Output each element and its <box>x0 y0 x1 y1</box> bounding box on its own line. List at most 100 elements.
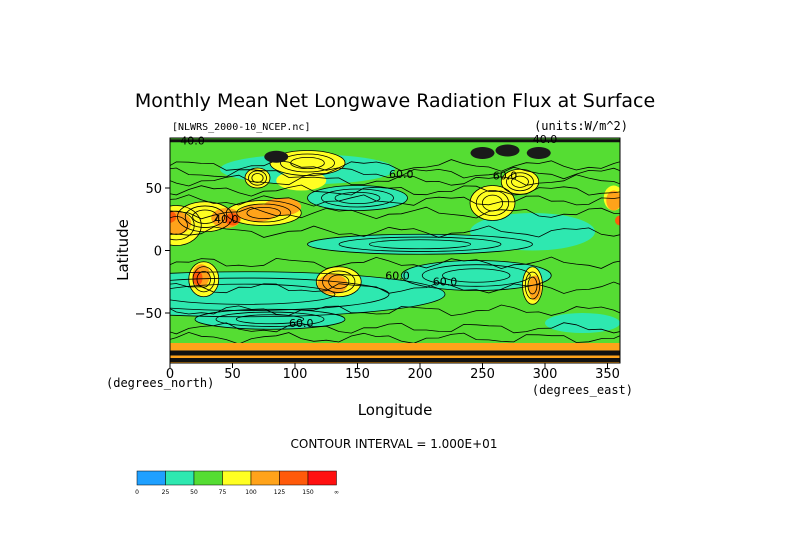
contour-line <box>328 274 350 289</box>
contour-line <box>170 277 390 311</box>
contour-line <box>235 314 305 325</box>
shaded-region <box>470 213 595 251</box>
contour-line <box>184 205 226 228</box>
contour-line <box>192 209 218 224</box>
y-unit-label: (degrees_north) <box>106 376 214 390</box>
contour-line <box>170 271 446 318</box>
contour-line <box>170 304 620 317</box>
contour-line <box>475 189 510 216</box>
chart-title: Monthly Mean Net Longwave Radiation Flux… <box>135 90 655 112</box>
shaded-region <box>545 313 620 333</box>
colorbar-swatch <box>250 470 280 486</box>
contour-line <box>170 174 620 187</box>
contour-label: 60.0 <box>493 169 518 182</box>
x-tick-label: 250 <box>470 367 495 382</box>
colorbar-label: 100 <box>245 489 257 496</box>
contour-line <box>170 225 620 238</box>
contour-line <box>338 236 502 252</box>
contour-line <box>307 185 408 211</box>
x-unit-label: (degrees_east) <box>532 383 633 397</box>
y-axis-label: Latitude <box>114 219 132 281</box>
contour-line <box>170 256 620 270</box>
contour-line <box>170 194 620 207</box>
colorbar-swatch <box>307 470 337 486</box>
contour-line <box>215 311 325 327</box>
colorbar-label: 50 <box>190 489 198 496</box>
colorbar-label: ∞ <box>334 489 339 496</box>
contour-line <box>236 203 292 223</box>
dense-contour <box>495 144 520 157</box>
contour-line <box>421 264 531 287</box>
contour-line <box>334 191 381 205</box>
colorbar-swatch <box>193 470 223 486</box>
contour-line <box>442 268 511 283</box>
contour-line <box>170 322 620 335</box>
contour-label: 60.0 <box>385 269 410 282</box>
x-axis-label: Longitude <box>358 401 433 419</box>
polar-band <box>170 350 620 356</box>
colorbar-label: 125 <box>274 489 286 496</box>
contour-line <box>368 239 472 250</box>
contour-line <box>170 206 620 220</box>
shaded-region <box>606 190 620 211</box>
x-tick-label: 150 <box>345 367 370 382</box>
contour-line <box>170 159 620 172</box>
contour-interval-text: CONTOUR INTERVAL = 1.000E+01 <box>291 437 498 451</box>
contour-line <box>321 188 394 208</box>
x-tick-label: 50 <box>224 367 241 382</box>
contour-line <box>225 200 302 226</box>
contour-line <box>506 172 534 192</box>
polar-band <box>170 358 620 362</box>
contour-label: 40.0 <box>180 134 205 147</box>
colorbar-label: 150 <box>302 489 314 496</box>
y-tick-label: 0 <box>154 245 162 260</box>
contour-line <box>194 308 346 330</box>
x-tick-label: 100 <box>283 367 308 382</box>
contour-line <box>251 173 264 183</box>
dense-contour <box>264 150 289 163</box>
contour-line <box>170 283 336 305</box>
contour-line <box>511 175 529 188</box>
x-tick-label: 350 <box>595 367 620 382</box>
polar-band <box>170 139 620 143</box>
shaded-region <box>615 215 620 226</box>
units-label: (units:W/m^2) <box>534 119 628 133</box>
contour-label: 40.0 <box>214 213 239 226</box>
x-tick-label: 0 <box>166 367 174 382</box>
plot-area <box>170 138 620 363</box>
contour-line <box>280 153 335 173</box>
colorbar-swatch <box>222 470 252 486</box>
shaded-region <box>170 271 445 317</box>
x-tick-label: 200 <box>408 367 433 382</box>
contour-line <box>170 205 202 246</box>
dense-contour <box>526 147 551 159</box>
contour-line <box>170 184 620 197</box>
y-tick-label: −50 <box>135 307 162 322</box>
contour-label: 60.0 <box>289 317 314 330</box>
dense-contour <box>470 147 495 159</box>
contour-label: 60.0 <box>433 276 458 289</box>
colorbar-swatch <box>279 470 309 486</box>
contour-line <box>322 270 356 293</box>
contour-line <box>315 266 362 298</box>
shaded-region <box>192 270 203 286</box>
colorbar: 0 25 50 75 100 125 150 ∞ <box>135 470 339 496</box>
contour-label: 60.0 <box>389 168 414 181</box>
x-tick-label: 300 <box>533 367 558 382</box>
contour-line <box>248 170 267 186</box>
colorbar-label: 75 <box>219 489 227 496</box>
contour-line <box>170 281 620 294</box>
contour-label: 40.0 <box>533 133 558 146</box>
y-tick-label: 50 <box>145 182 162 197</box>
contour-line <box>170 216 188 235</box>
contour-line <box>469 185 516 221</box>
contour-line <box>400 260 552 291</box>
colorbar-swatch <box>165 470 195 486</box>
contour-line <box>170 166 620 180</box>
file-label: [NLWRS_2000-10_NCEP.nc] <box>172 122 310 133</box>
contour-line <box>307 233 533 255</box>
colorbar-label: 25 <box>162 489 170 496</box>
colorbar-label: 0 <box>135 489 139 496</box>
contour-line <box>246 206 282 220</box>
